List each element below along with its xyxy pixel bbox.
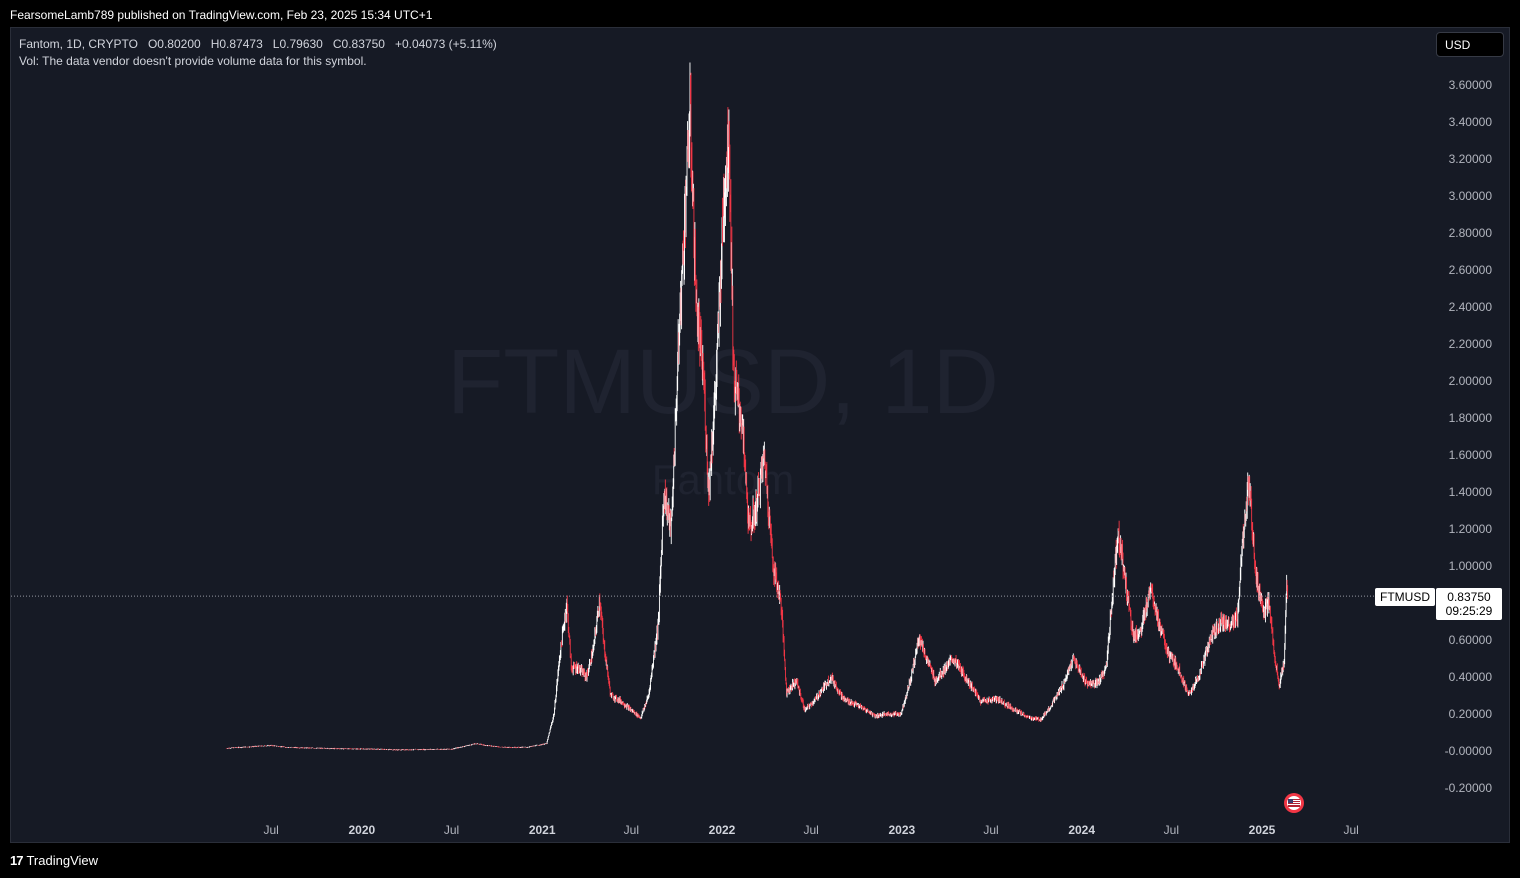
- price-tick-label: 1.00000: [1449, 559, 1493, 573]
- price-tick-label: 1.20000: [1449, 522, 1493, 536]
- price-tick-label: 1.40000: [1449, 485, 1493, 499]
- time-axis[interactable]: Jul 2020 Jul 2021 Jul 2022 Jul 2023 Jul 2024 Jul 20…: [264, 823, 1359, 837]
- price-tick-label: 1.60000: [1449, 448, 1493, 462]
- price-tag-box: [1436, 588, 1502, 620]
- change-value: +0.04073 (+5.11%): [394, 37, 497, 51]
- time-tick-label: Jul: [1344, 823, 1359, 837]
- price-tag-value: 0.83750: [1447, 590, 1491, 604]
- candle-series: [225, 62, 1289, 751]
- high-label: H: [210, 37, 220, 51]
- volume-note: Vol: The data vendor doesn't provide vol…: [19, 54, 367, 68]
- price-tick-label: 0.60000: [1449, 633, 1493, 647]
- close-label: C: [332, 37, 342, 51]
- symbol-tag: FTMUSD: [1380, 590, 1430, 604]
- chart-pane[interactable]: Fantom, 1D, CRYPTO O0.80200 H0.87473 L0.…: [10, 27, 1510, 843]
- price-tick-label: 2.00000: [1449, 374, 1493, 388]
- high-value: 0.87473: [219, 37, 263, 51]
- time-tick-label: 2021: [529, 823, 556, 837]
- price-chart[interactable]: FTMUSD, 1D Fantom 3.600003.400003.200003…: [11, 28, 1510, 843]
- price-tick-label: -0.20000: [1445, 781, 1493, 795]
- symbol-info: Fantom, 1D, CRYPTO: [19, 37, 138, 51]
- time-tick-label: Jul: [983, 823, 998, 837]
- price-tick-label: 3.40000: [1449, 115, 1493, 129]
- time-tick-label: 2022: [709, 823, 736, 837]
- publish-info: FearsomeLamb789 published on TradingView…: [10, 8, 433, 22]
- price-tick-label: 0.40000: [1449, 670, 1493, 684]
- time-tick-label: 2025: [1249, 823, 1276, 837]
- close-value: 0.83750: [341, 37, 385, 51]
- price-axis[interactable]: 3.60000 3.40000 3.20000 3.00000 2.80000 2.600…: [1445, 78, 1493, 795]
- open-value: 0.80200: [157, 37, 201, 51]
- time-tick-label: Jul: [624, 823, 639, 837]
- time-tick-label: Jul: [444, 823, 459, 837]
- price-tick-label: 2.60000: [1449, 263, 1493, 277]
- price-tick-label: 2.80000: [1449, 226, 1493, 240]
- time-tick-label: 2023: [888, 823, 915, 837]
- tradingview-mark-icon: 17: [10, 853, 24, 868]
- price-tag: FTMUSD 0.83750 09:25:29: [1375, 588, 1502, 620]
- price-tick-label: 3.00000: [1449, 189, 1493, 203]
- price-tick-label: 3.60000: [1449, 78, 1493, 92]
- time-tick-label: Jul: [804, 823, 819, 837]
- price-tick-label: 3.20000: [1449, 152, 1493, 166]
- price-tick-label: 2.20000: [1449, 337, 1493, 351]
- price-tick-label: 2.40000: [1449, 300, 1493, 314]
- time-tick-label: 2024: [1068, 823, 1095, 837]
- price-tag-countdown: 09:25:29: [1446, 604, 1493, 618]
- time-tick-label: Jul: [264, 823, 279, 837]
- watermark-symbol: FTMUSD, 1D: [447, 331, 999, 433]
- symbol-legend: Fantom, 1D, CRYPTO O0.80200 H0.87473 L0.…: [19, 36, 497, 70]
- currency-button[interactable]: USD: [1436, 32, 1504, 57]
- symbol-tag-box: [1375, 588, 1435, 606]
- tradingview-logo[interactable]: 17 TradingView: [10, 853, 98, 868]
- time-tick-label: 2020: [348, 823, 375, 837]
- price-tick-label: 1.80000: [1449, 411, 1493, 425]
- low-value: 0.79630: [279, 37, 323, 51]
- us-flag-event-icon[interactable]: [1284, 793, 1304, 813]
- tradingview-brand: TradingView: [26, 853, 99, 868]
- time-tick-label: Jul: [1164, 823, 1179, 837]
- open-label: O: [147, 37, 158, 51]
- price-tick-label: 0.20000: [1449, 707, 1493, 721]
- low-label: L: [272, 37, 280, 51]
- ohlc-line: Fantom, 1D, CRYPTO O0.80200 H0.87473 L0.…: [19, 36, 497, 53]
- price-tick-label: -0.00000: [1445, 744, 1493, 758]
